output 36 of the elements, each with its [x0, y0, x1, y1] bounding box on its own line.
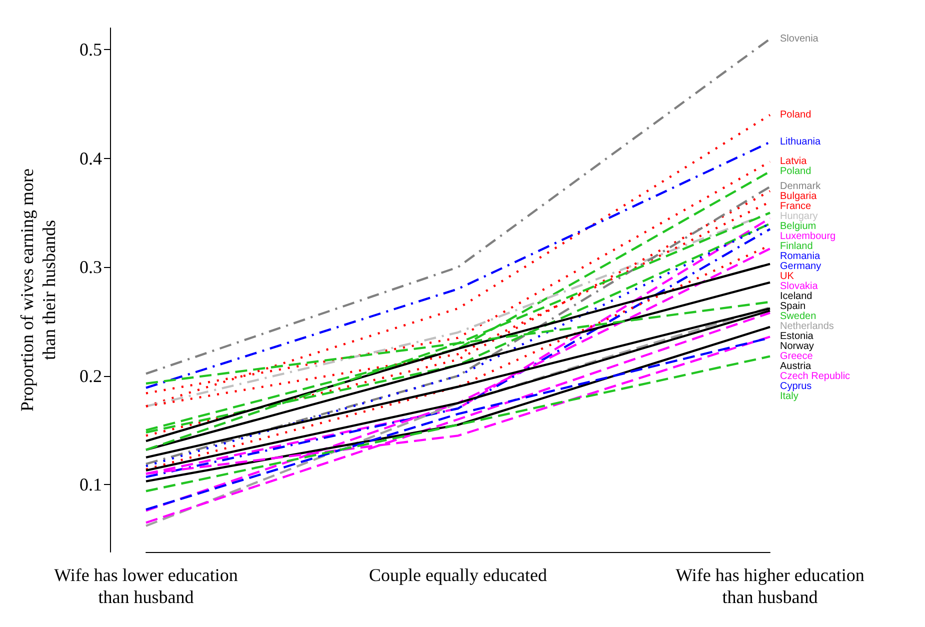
text: Austria	[780, 361, 812, 372]
series-label: Bulgaria	[780, 191, 818, 202]
series-label: Denmark	[780, 181, 822, 192]
text: UK	[780, 271, 794, 282]
series-label: Sweden	[780, 311, 816, 322]
text: Greece	[780, 351, 814, 362]
x-tick-label: Couple equally educated	[369, 565, 547, 585]
y-axis-title: Proportion of wives earning more than their husbands	[17, 168, 59, 412]
series-label: Belgium	[780, 221, 816, 232]
x-tick-label: Wife has higher education than husband	[676, 565, 864, 607]
y-tick-label: 0.4	[80, 148, 102, 168]
y-tick-label: 0.3	[80, 257, 102, 278]
series-label: Lithuania	[780, 136, 822, 148]
text: Spain	[780, 301, 806, 312]
text: Italy	[780, 391, 798, 402]
series-label: Poland	[780, 109, 812, 120]
y-tick-label: 0.5	[80, 40, 102, 60]
text: Finland	[780, 241, 813, 252]
x-tick-label: Wife has lower education than husband	[54, 565, 238, 607]
y-tick-label: 0.1	[80, 474, 102, 495]
series-label: Luxembourg	[780, 231, 836, 242]
series-label: Hungary	[780, 211, 818, 222]
text: Estonia	[780, 331, 814, 342]
text: Cyprus	[780, 381, 812, 392]
series-label: Poland	[780, 166, 812, 178]
series-label: Latvia	[780, 156, 808, 168]
y-tick-label: 0.2	[80, 366, 102, 386]
series-label: Netherlands	[780, 321, 834, 332]
text: Slovakia	[780, 281, 818, 292]
text: Czech Republic	[780, 371, 850, 382]
text: Iceland	[780, 291, 812, 302]
text: Norway	[780, 341, 814, 352]
text: Romania	[780, 251, 820, 262]
text: Germany	[780, 261, 822, 272]
series-label: France	[780, 201, 812, 212]
series-label: Slovenia	[780, 33, 819, 44]
